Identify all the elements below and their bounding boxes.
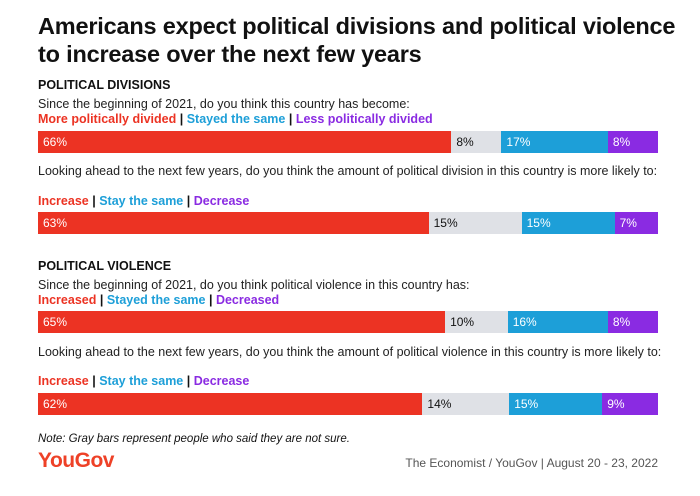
bar-segment-stayed-the-same: 16% (507, 311, 608, 333)
legend-separator: | (176, 112, 187, 126)
chart-title: Americans expect political divisions and… (38, 13, 676, 67)
bar-segment-not-sure: 8% (451, 131, 502, 153)
section-heading-political-violence: POLITICAL VIOLENCE (38, 259, 172, 273)
legend-separator: | (88, 194, 100, 208)
question-divisions-next-years: Looking ahead to the next few years, do … (38, 164, 658, 178)
bar-segment-decrease: 7% (614, 212, 658, 234)
legend-separator: | (88, 374, 100, 388)
legend-violence-since-2021: Increased | Stayed the same | Decreased (38, 293, 279, 307)
bar-divisions-next-years: 63% 15% 15% 7% (38, 212, 658, 234)
legend-violence-next-years: Increase | Stay the same | Decrease (38, 374, 249, 388)
legend-entry-less-politically-divided: Less politically divided (295, 112, 433, 126)
legend-separator: | (205, 293, 216, 307)
legend-entry-increased: Increased (38, 293, 97, 307)
section-heading-political-divisions: POLITICAL DIVISIONS (38, 78, 171, 92)
bar-segment-stayed-the-same: 17% (501, 131, 608, 153)
bar-segment-more-politically-divided: 66% (38, 131, 452, 153)
question-violence-since-2021: Since the beginning of 2021, do you thin… (38, 278, 470, 292)
bar-segment-decrease: 9% (602, 393, 658, 415)
legend-divisions-since-2021: More politically divided | Stayed the sa… (38, 112, 433, 126)
legend-entry-increase: Increase (38, 374, 89, 388)
legend-entry-decreased: Decreased (215, 293, 280, 307)
legend-entry-stayed-the-same: Stayed the same (186, 112, 286, 126)
bar-segment-not-sure: 15% (428, 212, 522, 234)
bar-segment-not-sure: 14% (422, 393, 510, 415)
bar-segment-less-politically-divided: 8% (607, 131, 658, 153)
bar-segment-increase: 63% (38, 212, 429, 234)
bar-segment-stay-the-same: 15% (509, 393, 603, 415)
bar-segment-decreased: 8% (607, 311, 658, 333)
legend-entry-increase: Increase (38, 194, 89, 208)
legend-entry-decrease: Decrease (193, 374, 250, 388)
yougov-logo: YouGov (38, 449, 114, 472)
legend-entry-decrease: Decrease (193, 194, 250, 208)
legend-separator: | (183, 194, 194, 208)
legend-divisions-next-years: Increase | Stay the same | Decrease (38, 194, 249, 208)
question-violence-next-years: Looking ahead to the next few years, do … (38, 345, 662, 359)
bar-divisions-since-2021: 66% 8% 17% 8% (38, 131, 658, 153)
question-divisions-since-2021: Since the beginning of 2021, do you thin… (38, 97, 410, 111)
bar-segment-increase: 62% (38, 393, 423, 415)
bar-segment-not-sure: 10% (445, 311, 508, 333)
legend-entry-stayed-the-same: Stayed the same (106, 293, 206, 307)
legend-entry-stay-the-same: Stay the same (99, 194, 184, 208)
footnote: Note: Gray bars represent people who sai… (38, 433, 350, 445)
legend-separator: | (183, 374, 194, 388)
legend-entry-stay-the-same: Stay the same (99, 374, 184, 388)
legend-separator: | (285, 112, 296, 126)
bar-segment-increased: 65% (38, 311, 446, 333)
source-credit: The Economist / YouGov | August 20 - 23,… (405, 456, 658, 470)
legend-entry-more-politically-divided: More politically divided (38, 112, 177, 126)
bar-violence-since-2021: 65% 10% 16% 8% (38, 311, 658, 333)
bar-violence-next-years: 62% 14% 15% 9% (38, 393, 658, 415)
bar-segment-stay-the-same: 15% (521, 212, 615, 234)
legend-separator: | (96, 293, 107, 307)
